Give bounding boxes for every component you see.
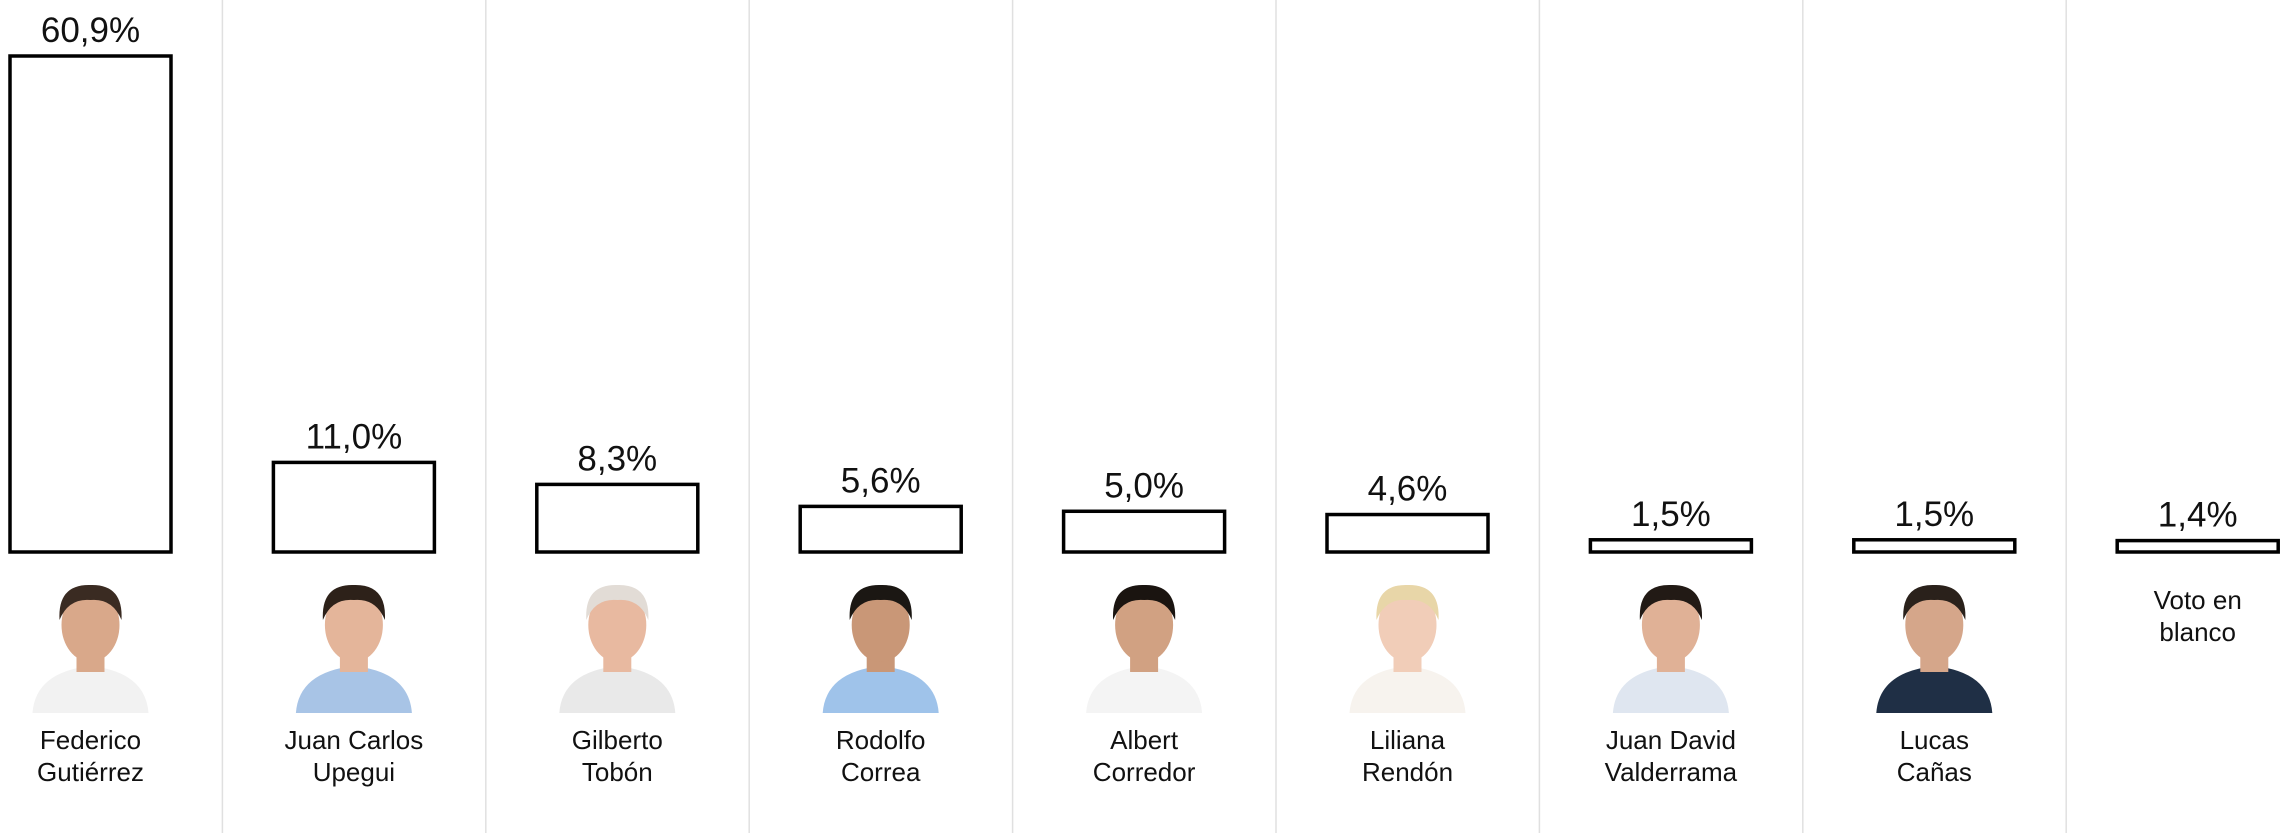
bar	[8, 54, 173, 554]
value-label: 5,0%	[1104, 466, 1184, 505]
photo-shirt	[559, 666, 676, 713]
candidate-photo	[291, 578, 416, 713]
photo-hair	[1903, 584, 1966, 620]
candidate-name: Albert Corredor	[1092, 725, 1196, 787]
value-label: 1,5%	[1894, 495, 1974, 534]
candidate-photo	[1345, 578, 1470, 713]
candidate-name: Gilberto Tobón	[571, 725, 663, 787]
photo-shirt	[32, 666, 149, 713]
photo-shirt	[1086, 666, 1203, 713]
photo-shirt	[1349, 666, 1466, 713]
value-label: 60,9%	[41, 11, 140, 50]
candidate-name: Lucas Cañas	[1896, 725, 1972, 787]
photo-face	[1115, 588, 1174, 662]
photo-face	[1378, 588, 1437, 662]
photo-hair	[322, 584, 386, 620]
photo-face	[851, 588, 910, 662]
photo-face	[61, 588, 120, 662]
candidate-name: Juan Carlos Upegui	[284, 725, 424, 787]
candidate-name: Federico Gutiérrez	[37, 725, 144, 787]
bar	[535, 482, 700, 554]
candidate-name: Rodolfo Correa	[835, 725, 926, 787]
photo-hair	[1376, 584, 1439, 620]
candidate-photo	[1872, 578, 1997, 713]
photo-face	[324, 588, 383, 662]
candidate-name: Juan David Valderrama	[1604, 725, 1738, 787]
photo-face	[1641, 588, 1700, 662]
bar	[2115, 538, 2280, 554]
photo-hair	[1639, 584, 1703, 620]
photo-face	[588, 588, 647, 662]
candidate-photo	[28, 578, 153, 713]
value-label: 1,5%	[1631, 495, 1711, 534]
value-label: 1,4%	[2158, 496, 2238, 535]
bar	[1588, 538, 1754, 554]
bar	[271, 460, 437, 554]
candidate-photo	[818, 578, 943, 713]
photo-hair	[586, 584, 649, 620]
value-label: 8,3%	[577, 439, 657, 478]
bar	[798, 504, 963, 554]
photo-shirt	[822, 666, 939, 713]
value-label: 4,6%	[1368, 470, 1448, 509]
photo-shirt	[1876, 666, 1993, 713]
bar	[1325, 512, 1490, 554]
photo-hair	[849, 584, 912, 620]
photo-face	[1905, 588, 1964, 662]
bar	[1061, 509, 1227, 554]
value-label: 5,6%	[841, 461, 921, 500]
value-label: 11,0%	[306, 417, 403, 456]
candidate-name: Liliana Rendón	[1361, 725, 1454, 787]
bar	[1852, 538, 2017, 554]
candidate-photo	[555, 578, 680, 713]
candidate-name: Voto en blanco	[2153, 585, 2242, 647]
photo-shirt	[295, 666, 412, 713]
candidate-photo	[1082, 578, 1207, 713]
photo-hair	[1112, 584, 1176, 620]
photo-hair	[59, 584, 122, 620]
photo-shirt	[1612, 666, 1729, 713]
candidate-photo	[1608, 578, 1733, 713]
